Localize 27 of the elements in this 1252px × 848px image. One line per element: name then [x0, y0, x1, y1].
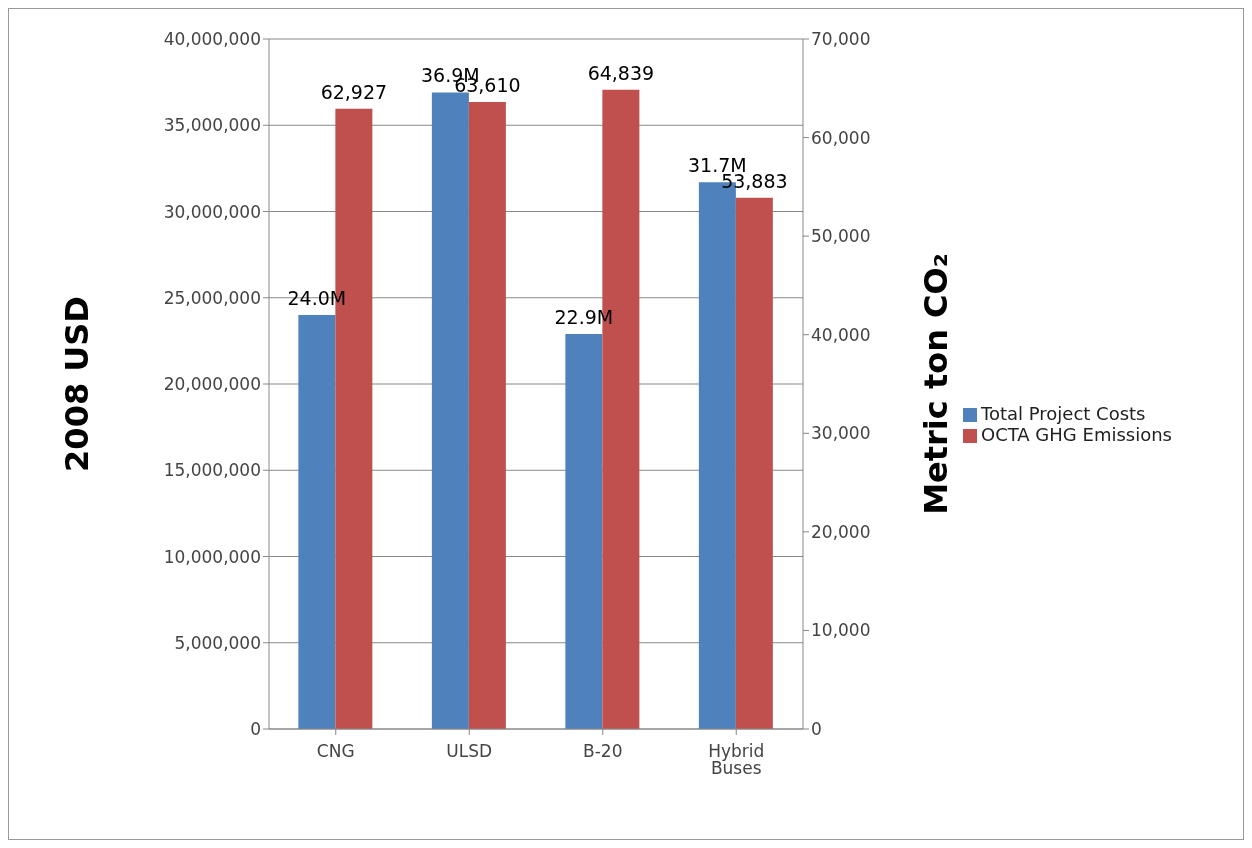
data-label: 62,927 [320, 80, 388, 103]
y-axis-title: 2008 USD [58, 296, 96, 472]
legend-label: Total Project Costs [981, 403, 1146, 424]
y-tick-label: 0 [250, 719, 261, 740]
y-tick-label: 25,000,000 [163, 287, 261, 308]
y-tick-label: 20,000,000 [163, 374, 261, 395]
y2-tick-label: 30,000 [811, 423, 871, 444]
y-tick-label: 40,000,000 [163, 29, 261, 50]
y2-axis-title: Metric ton CO₂ [917, 253, 955, 515]
y-tick-label: 35,000,000 [163, 115, 261, 136]
y2-tick-label: 40,000 [811, 324, 871, 345]
y2-tick-label: 20,000 [811, 521, 871, 542]
y-tick-label: 10,000,000 [163, 546, 261, 567]
y-tick-label: 30,000,000 [163, 201, 261, 222]
x-tick-label: Hybrid Buses [708, 741, 765, 779]
x-tick-label: CNG [316, 741, 355, 762]
y-tick-label: 5,000,000 [174, 632, 261, 653]
x-tick-label: B-20 [583, 741, 623, 762]
y2-tick-label: 60,000 [811, 127, 871, 148]
data-label: 64,839 [587, 61, 655, 84]
y-tick-label: 15,000,000 [163, 460, 261, 481]
legend-label: OCTA GHG Emissions [981, 424, 1172, 445]
x-tick-label: ULSD [446, 741, 493, 762]
y2-tick-label: 50,000 [811, 226, 871, 247]
y2-tick-label: 10,000 [811, 620, 871, 641]
y2-tick-label: 70,000 [811, 29, 871, 50]
y2-tick-label: 0 [811, 719, 822, 740]
